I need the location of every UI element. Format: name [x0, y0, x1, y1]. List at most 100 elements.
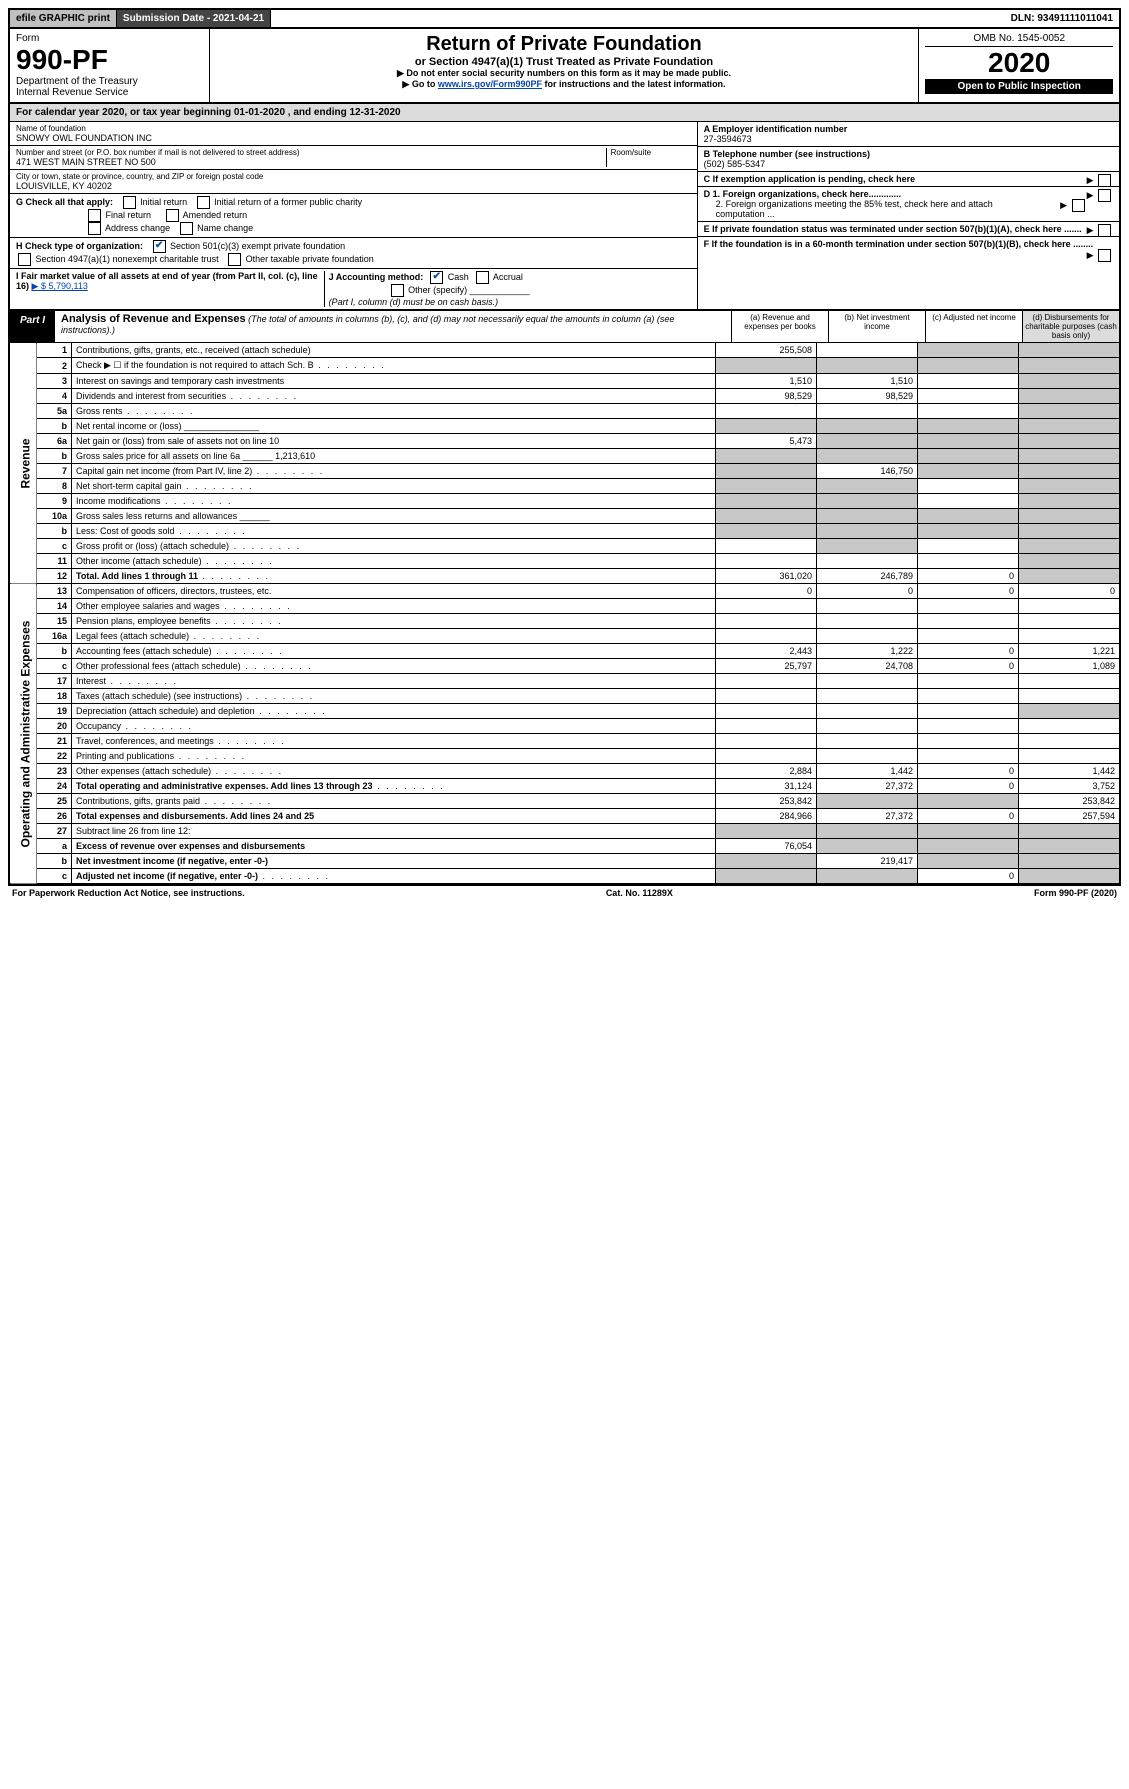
cell-value: 0	[918, 659, 1019, 674]
row-number: 19	[37, 704, 72, 719]
lbl-name-chg: Name change	[197, 223, 253, 233]
row-description: Travel, conferences, and meetings	[72, 734, 716, 749]
cell-value	[918, 794, 1019, 809]
table-row: cAdjusted net income (if negative, enter…	[10, 869, 1119, 884]
cell-value	[716, 554, 817, 569]
check-other-method[interactable]	[391, 284, 404, 297]
check-accrual[interactable]	[476, 271, 489, 284]
row-description: Accounting fees (attach schedule)	[72, 644, 716, 659]
i-j-row: I Fair market value of all assets at end…	[10, 269, 697, 309]
cell-value	[817, 734, 918, 749]
cell-value: 0	[918, 584, 1019, 599]
row-description: Capital gain net income (from Part IV, l…	[72, 464, 716, 479]
check-d1[interactable]	[1098, 189, 1111, 202]
row-number: 9	[37, 494, 72, 509]
check-cash[interactable]: ✔	[430, 271, 443, 284]
check-addr-change[interactable]	[88, 222, 101, 235]
cell-value	[716, 734, 817, 749]
cell-value	[817, 449, 918, 464]
cell-value	[817, 839, 918, 854]
cell-value	[1019, 434, 1120, 449]
check-initial-former[interactable]	[197, 196, 210, 209]
dept-treasury: Department of the Treasury	[16, 76, 203, 87]
header-right: OMB No. 1545-0052 2020 Open to Public In…	[919, 29, 1119, 102]
table-row: 16aLegal fees (attach schedule)	[10, 629, 1119, 644]
cell-value: 1,442	[1019, 764, 1120, 779]
cell-value: 0	[918, 764, 1019, 779]
c-label: C If exemption application is pending, c…	[704, 174, 916, 184]
check-f[interactable]	[1098, 249, 1111, 262]
cell-value: 1,442	[817, 764, 918, 779]
table-row: 12Total. Add lines 1 through 11361,02024…	[10, 569, 1119, 584]
cell-value: 1,089	[1019, 659, 1120, 674]
row-number: c	[37, 659, 72, 674]
d-cell: D 1. Foreign organizations, check here..…	[698, 187, 1119, 222]
cell-value	[817, 524, 918, 539]
lbl-other-tax: Other taxable private foundation	[246, 254, 374, 264]
cell-value	[716, 869, 817, 884]
cell-value	[716, 854, 817, 869]
cell-value	[716, 358, 817, 374]
row-number: b	[37, 419, 72, 434]
table-row: 2Check ▶ ☐ if the foundation is not requ…	[10, 358, 1119, 374]
cell-value	[716, 464, 817, 479]
cell-value	[817, 689, 918, 704]
cell-value: 253,842	[716, 794, 817, 809]
check-501c3[interactable]: ✔	[153, 240, 166, 253]
f-label: F If the foundation is in a 60-month ter…	[704, 239, 1094, 249]
table-row: cGross profit or (loss) (attach schedule…	[10, 539, 1119, 554]
check-final[interactable]	[88, 209, 101, 222]
row-number: b	[37, 644, 72, 659]
cell-value	[918, 704, 1019, 719]
check-initial[interactable]	[123, 196, 136, 209]
table-row: bLess: Cost of goods sold	[10, 524, 1119, 539]
row-description: Subtract line 26 from line 12:	[72, 824, 716, 839]
check-c[interactable]	[1098, 174, 1111, 187]
cell-value	[918, 719, 1019, 734]
cell-value	[716, 674, 817, 689]
cell-value	[918, 839, 1019, 854]
table-row: 20Occupancy	[10, 719, 1119, 734]
cell-value: 5,473	[716, 434, 817, 449]
lbl-501c3: Section 501(c)(3) exempt private foundat…	[170, 241, 345, 251]
row-number: 3	[37, 374, 72, 389]
cell-value	[817, 704, 918, 719]
d2-label: 2. Foreign organizations meeting the 85%…	[704, 199, 1044, 219]
table-row: 19Depreciation (attach schedule) and dep…	[10, 704, 1119, 719]
cell-value	[817, 674, 918, 689]
h-label: H Check type of organization:	[16, 241, 143, 251]
e-label: E If private foundation status was termi…	[704, 224, 1082, 234]
check-amended[interactable]	[166, 209, 179, 222]
check-4947[interactable]	[18, 253, 31, 266]
row-description: Dividends and interest from securities	[72, 389, 716, 404]
efile-button[interactable]: efile GRAPHIC print	[10, 10, 117, 27]
f-cell: F If the foundation is in a 60-month ter…	[698, 237, 1119, 251]
form-header: Form 990-PF Department of the Treasury I…	[10, 29, 1119, 104]
row-description: Interest on savings and temporary cash i…	[72, 374, 716, 389]
row-number: 15	[37, 614, 72, 629]
revenue-table: Revenue1Contributions, gifts, grants, et…	[10, 343, 1119, 584]
dln-number: DLN: 93491111011041	[1005, 10, 1119, 27]
cell-value	[716, 719, 817, 734]
cell-value	[1019, 358, 1120, 374]
table-row: 14Other employee salaries and wages	[10, 599, 1119, 614]
form-subtitle: or Section 4947(a)(1) Trust Treated as P…	[216, 56, 913, 68]
row-description: Legal fees (attach schedule)	[72, 629, 716, 644]
cell-value: 0	[716, 584, 817, 599]
cell-value	[1019, 343, 1120, 358]
check-d2[interactable]	[1072, 199, 1085, 212]
cell-value	[1019, 614, 1120, 629]
check-e[interactable]	[1098, 224, 1111, 237]
cell-value	[918, 343, 1019, 358]
city-label: City or town, state or province, country…	[16, 172, 691, 181]
cell-value	[817, 719, 918, 734]
form-title: Return of Private Foundation	[216, 33, 913, 56]
table-row: bNet rental income or (loss) ___________…	[10, 419, 1119, 434]
cell-value	[1019, 749, 1120, 764]
cell-value	[918, 599, 1019, 614]
irs-link[interactable]: www.irs.gov/Form990PF	[438, 79, 542, 89]
check-name-change[interactable]	[180, 222, 193, 235]
i-value: ▶ $ 5,790,113	[32, 281, 88, 291]
check-other-tax[interactable]	[228, 253, 241, 266]
cell-value	[716, 419, 817, 434]
